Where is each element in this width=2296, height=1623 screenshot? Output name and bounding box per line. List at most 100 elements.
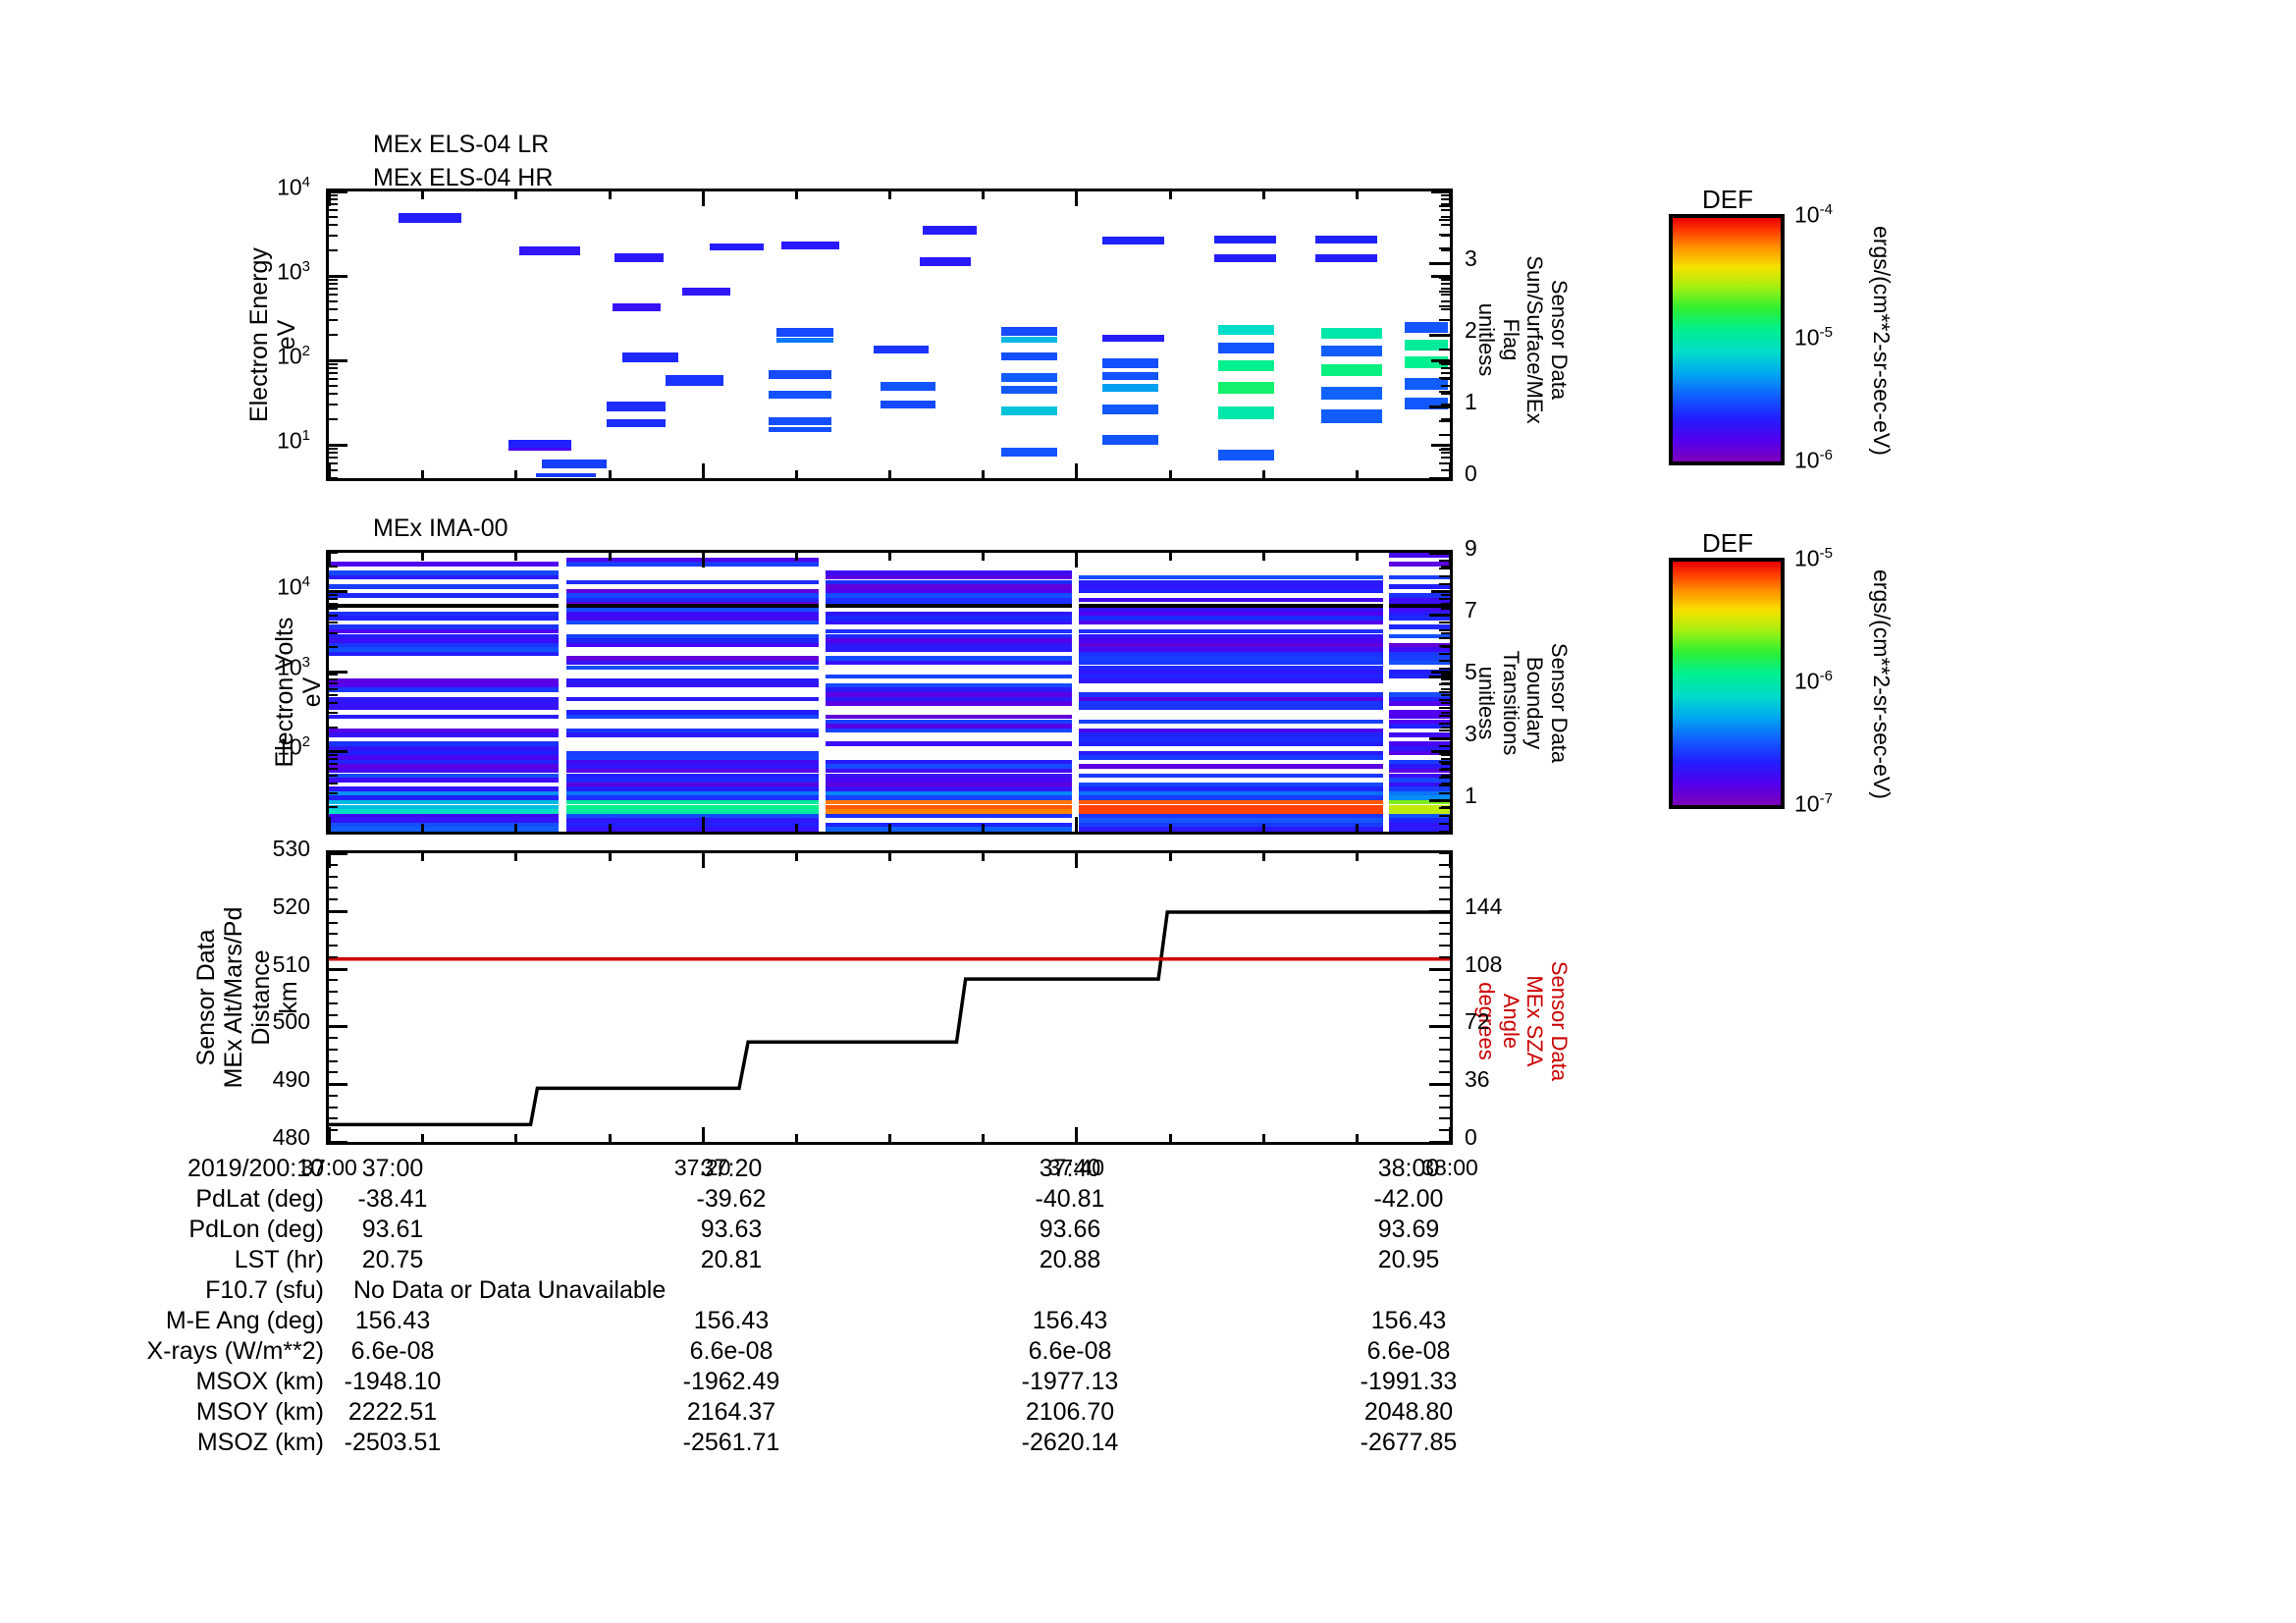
panel-electron-energy-spectrogram[interactable] (326, 189, 1453, 481)
ima-spectrogram-cell (1079, 665, 1383, 671)
ima-spectrogram-cell (329, 813, 560, 819)
panel3-right-minor-tick (1439, 1001, 1453, 1004)
ima-spectrogram-cell (1079, 705, 1383, 711)
ima-spectrogram-cell (1389, 701, 1450, 706)
ima-spectrogram-cell (1389, 597, 1450, 603)
spectrogram-cell (1102, 404, 1159, 414)
ima-spectrogram-cell (825, 620, 1073, 625)
panel3-y-tick-label: 480 (272, 1124, 310, 1150)
ima-spectrogram-cell (1389, 624, 1450, 629)
ima-spectrogram-cell (329, 628, 560, 634)
panel2-minor-tick-right (1441, 726, 1453, 729)
panel2-right-minor-tick (1439, 753, 1453, 756)
panel1-right-minor-tick (1439, 448, 1453, 451)
ima-spectrogram-cell (329, 682, 560, 688)
panel1-x-tick-bottom (1261, 470, 1265, 481)
colorbar-1-title: DEF (1702, 185, 1753, 214)
spectrogram-cell (1315, 254, 1377, 263)
ima-spectrogram-cell (1079, 620, 1383, 625)
ima-separator-band (825, 603, 1073, 608)
panel1-major-tick-right (1431, 190, 1453, 193)
panel2-minor-tick-left (326, 602, 338, 605)
ima-spectrogram-cell (566, 620, 819, 625)
panel2-minor-tick-left (326, 782, 338, 784)
panel2-right-minor-tick (1439, 606, 1453, 609)
spectrogram-cell (923, 226, 978, 235)
table-row: 2019/200:10 37:00 37:20 37:40 38:00 (0, 1155, 1531, 1185)
ima-spectrogram-cell (329, 701, 560, 706)
ima-spectrogram-cell (1389, 764, 1450, 769)
ima-spectrogram-cell (1079, 588, 1383, 594)
ima-spectrogram-cell (329, 827, 560, 832)
panel2-right-minor-tick (1439, 567, 1453, 569)
ima-spectrogram-cell (825, 782, 1073, 787)
panel3-right-tick-label: 72 (1465, 1008, 1490, 1035)
ima-spectrogram-cell (329, 633, 560, 639)
panel2-right-minor-tick (1439, 691, 1453, 693)
panel2-right-major-tick (1429, 737, 1453, 741)
ima-spectrogram-cell (1389, 759, 1450, 765)
panel2-x-tick-bottom (328, 817, 331, 835)
panel2-right-tick-label: 1 (1465, 783, 1477, 809)
ima-spectrogram-cell (1079, 782, 1383, 787)
panel3-right-minor-tick (1439, 921, 1453, 924)
panel1-x-tick-top (514, 189, 518, 199)
colorbar-1-gradient[interactable] (1669, 214, 1785, 465)
panel2-x-tick-top (1449, 550, 1452, 568)
table-cell: -2677.85 (1360, 1429, 1458, 1456)
table-row-label: M-E Ang (deg) (165, 1307, 324, 1334)
ima-spectrogram-cell (1079, 822, 1383, 828)
ima-spectrogram-cell (1079, 741, 1383, 746)
table-cell: -40.81 (1035, 1185, 1105, 1213)
ima-spectrogram-cell (566, 665, 819, 671)
ima-spectrogram-cell (1079, 809, 1383, 814)
ima-spectrogram-cell (825, 656, 1073, 661)
ima-spectrogram-cell (1389, 750, 1450, 756)
panel1-right-minor-tick (1439, 362, 1453, 365)
table-row-label: MSOZ (km) (196, 1429, 324, 1456)
panel-ima-spectrogram[interactable] (326, 550, 1453, 835)
ima-spectrogram-cell (566, 778, 819, 783)
panel1-minor-tick-right (1441, 278, 1453, 281)
panel1-minor-tick-left (326, 288, 338, 291)
colorbar-1-min-label: 10-6 (1794, 447, 1833, 473)
table-cell: -39.62 (696, 1185, 767, 1213)
panel3-left-minor-tick (326, 863, 338, 866)
ima-spectrogram-cell (1079, 804, 1383, 810)
ima-spectrogram-cell (825, 584, 1073, 589)
spectrogram-cell (768, 391, 831, 400)
ima-spectrogram-cell (825, 696, 1073, 702)
ima-spectrogram-cell (1389, 553, 1450, 558)
ima-spectrogram-cell (1389, 714, 1450, 720)
panel1-minor-tick-right (1441, 215, 1453, 218)
panel2-right-minor-tick (1439, 582, 1453, 585)
panel1-minor-tick-left (326, 234, 338, 237)
panel2-right-minor-tick (1439, 660, 1453, 663)
panel2-right-minor-tick (1439, 698, 1453, 701)
ima-spectrogram-cell (329, 746, 560, 751)
panel2-minor-tick-left (326, 646, 338, 649)
spectrogram-cell (710, 243, 765, 251)
panel2-x-tick-top (1261, 550, 1265, 561)
panel3-left-minor-tick (326, 1071, 338, 1074)
ima-spectrogram-cell (1079, 786, 1383, 791)
ima-spectrogram-cell (1389, 799, 1450, 805)
spectrogram-cell (1214, 235, 1276, 244)
table-row: LST (hr) 20.75 20.81 20.88 20.95 (0, 1246, 1531, 1276)
panel3-left-major-tick (326, 1025, 347, 1029)
ima-spectrogram-cell (825, 682, 1073, 688)
ima-spectrogram-cell (566, 804, 819, 810)
panel2-x-tick-bottom (1168, 824, 1172, 835)
colorbar-2-gradient[interactable] (1669, 558, 1785, 809)
panel2-x-tick-top (1168, 550, 1172, 561)
panel1-minor-tick-right (1441, 283, 1453, 286)
panel3-right-minor-tick (1439, 852, 1453, 854)
spectrogram-cell (1102, 237, 1164, 244)
panel1-right-minor-tick (1439, 319, 1453, 322)
panel3-y-tick-label: 530 (272, 836, 310, 861)
table-cell: 93.69 (1377, 1216, 1440, 1243)
ima-spectrogram-cell (329, 764, 560, 769)
panel1-minor-tick-left (326, 299, 338, 302)
spectrogram-cell (1102, 335, 1164, 342)
ima-spectrogram-cell (1389, 790, 1450, 796)
